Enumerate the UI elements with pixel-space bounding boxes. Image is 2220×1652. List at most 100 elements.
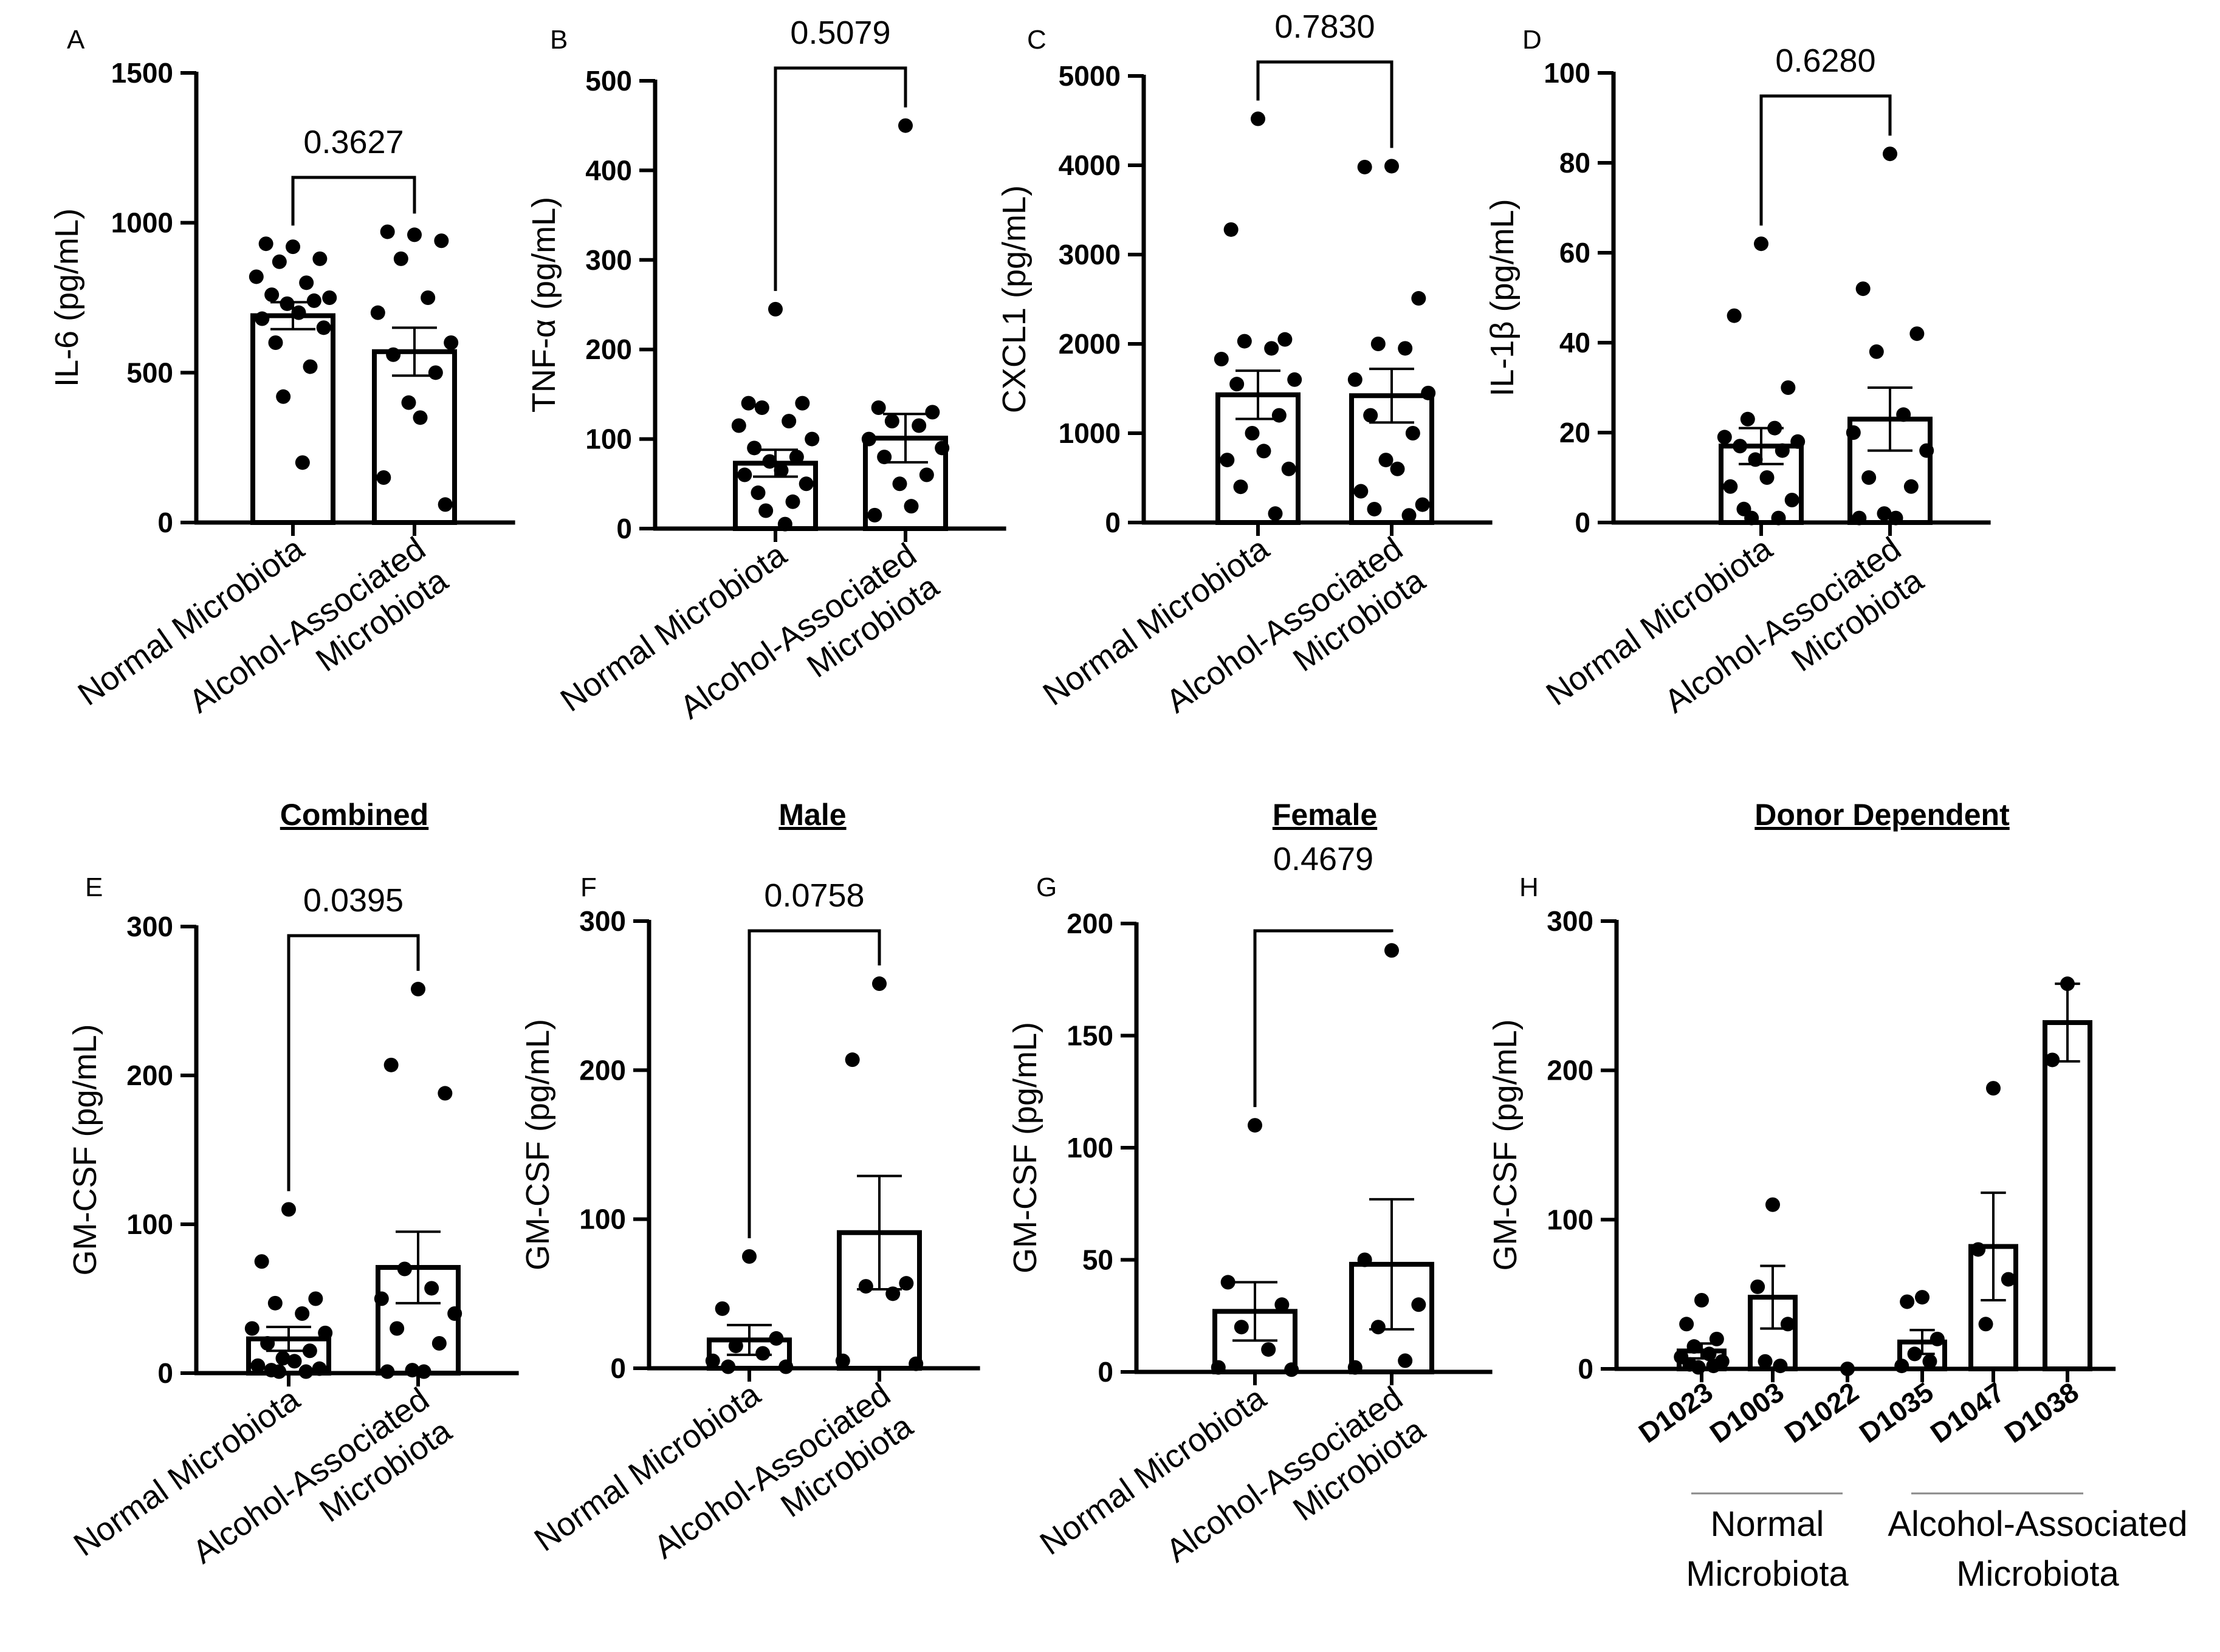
data-point [318, 1325, 333, 1340]
data-point [1840, 1362, 1855, 1376]
data-point [1775, 443, 1790, 458]
x-category-label: Normal Microbiota [67, 1380, 307, 1563]
y-tick-label: 200 [126, 1060, 173, 1091]
y-tick-label: 0 [1578, 1353, 1593, 1385]
x-category-label: Normal Microbiota [554, 536, 794, 719]
data-point [858, 1279, 873, 1294]
data-point [1411, 291, 1426, 306]
data-point [255, 311, 270, 326]
data-point [1686, 1339, 1702, 1354]
x-category-label: Alcohol-AssociatedMicrobiota [1658, 530, 1930, 752]
data-point [438, 1086, 453, 1101]
data-point [393, 251, 408, 266]
p-value: 0.0395 [303, 882, 404, 919]
data-point [1398, 341, 1413, 356]
data-point [1370, 337, 1386, 351]
data-point [260, 1336, 275, 1351]
data-point [1223, 222, 1239, 237]
data-point [306, 293, 321, 308]
panel-heading: Male [778, 798, 846, 832]
data-point [1986, 1081, 2001, 1096]
data-point [374, 1291, 389, 1306]
panel-g: G Female 0 50 100 150 200 GM-CSF (pg/mL) 0.4679 N… [1007, 798, 1493, 1569]
comparison-bracket [287, 934, 420, 1191]
data-point [835, 1353, 850, 1368]
data-point [768, 301, 783, 317]
panel-letter: H [1519, 872, 1539, 902]
data-point [298, 1364, 314, 1379]
data-point [1421, 385, 1436, 400]
data-point [1748, 452, 1763, 467]
data-point [777, 516, 792, 532]
data-point [747, 440, 762, 456]
data-point [1771, 510, 1786, 526]
data-point [1390, 461, 1405, 476]
data-point [1903, 479, 1919, 494]
data-point [308, 1291, 323, 1306]
data-point [291, 305, 306, 320]
y-tick-label: 0 [610, 1352, 626, 1384]
data-point [1754, 236, 1768, 252]
data-point [1971, 1242, 1986, 1257]
data-point [774, 463, 789, 478]
data-point [1758, 1354, 1773, 1369]
data-point [1978, 1317, 1993, 1332]
data-point [370, 305, 385, 320]
panel-letter: D [1522, 25, 1542, 55]
x-category-label: Normal Microbiota [528, 1376, 768, 1558]
data-point [1245, 426, 1260, 440]
data-point [316, 320, 331, 335]
data-point [1411, 1297, 1426, 1312]
data-point [280, 296, 295, 311]
data-point [1347, 372, 1363, 387]
data-point [885, 1286, 901, 1301]
panel-letter: F [580, 872, 597, 902]
y-tick-label: 200 [1547, 1055, 1593, 1086]
y-tick-label: 300 [126, 911, 173, 942]
data-point [1930, 1331, 1945, 1346]
data-point [1846, 425, 1861, 440]
data-point [275, 1351, 290, 1366]
donor-label: D1038 [1999, 1376, 2084, 1449]
data-point [383, 1057, 399, 1072]
data-point [312, 251, 328, 266]
panel-letter: C [1027, 25, 1046, 55]
data-point [424, 1281, 439, 1296]
y-tick-label: 300 [1547, 905, 1593, 937]
data-point [1781, 380, 1796, 395]
panel-heading: Combined [280, 798, 428, 832]
data-point [397, 1261, 412, 1277]
data-point [428, 365, 443, 380]
data-point [407, 227, 422, 242]
data-point [286, 239, 300, 255]
donor-label: D1023 [1633, 1376, 1719, 1449]
data-point [899, 1276, 914, 1291]
data-point [909, 1356, 924, 1371]
data-point [1915, 1290, 1930, 1305]
y-tick-label: 60 [1559, 237, 1590, 269]
y-tick-label: 200 [585, 334, 632, 365]
y-axis-label: IL-6 (pg/mL) [49, 208, 85, 387]
data-point [1261, 1342, 1276, 1357]
data-point [904, 499, 919, 514]
data-point [287, 1354, 302, 1369]
data-point [1900, 1294, 1915, 1309]
comparison-bracket [291, 176, 416, 226]
x-category-label: Alcohol-AssociatedMicrobiota [182, 530, 455, 752]
data-point [1271, 408, 1287, 423]
data-point [1919, 443, 1934, 458]
data-point [1370, 1320, 1386, 1335]
comparison-bracket [747, 929, 881, 1238]
data-point [250, 1358, 266, 1373]
data-point [1780, 1317, 1795, 1332]
x-category-label: Normal Microbiota [1037, 530, 1276, 713]
data-point [1233, 479, 1248, 495]
data-point [1894, 1359, 1909, 1374]
panel-h: H Donor Dependent 0 100 200 300 GM-CSF (pg/mL)… [1487, 798, 2188, 1594]
data-point [1855, 281, 1871, 296]
data-point [447, 1306, 462, 1321]
y-tick-label: 300 [579, 905, 626, 937]
y-axis-label: CXCL1 (pg/mL) [996, 185, 1033, 413]
data-point [1691, 1360, 1706, 1375]
data-point [303, 359, 318, 374]
